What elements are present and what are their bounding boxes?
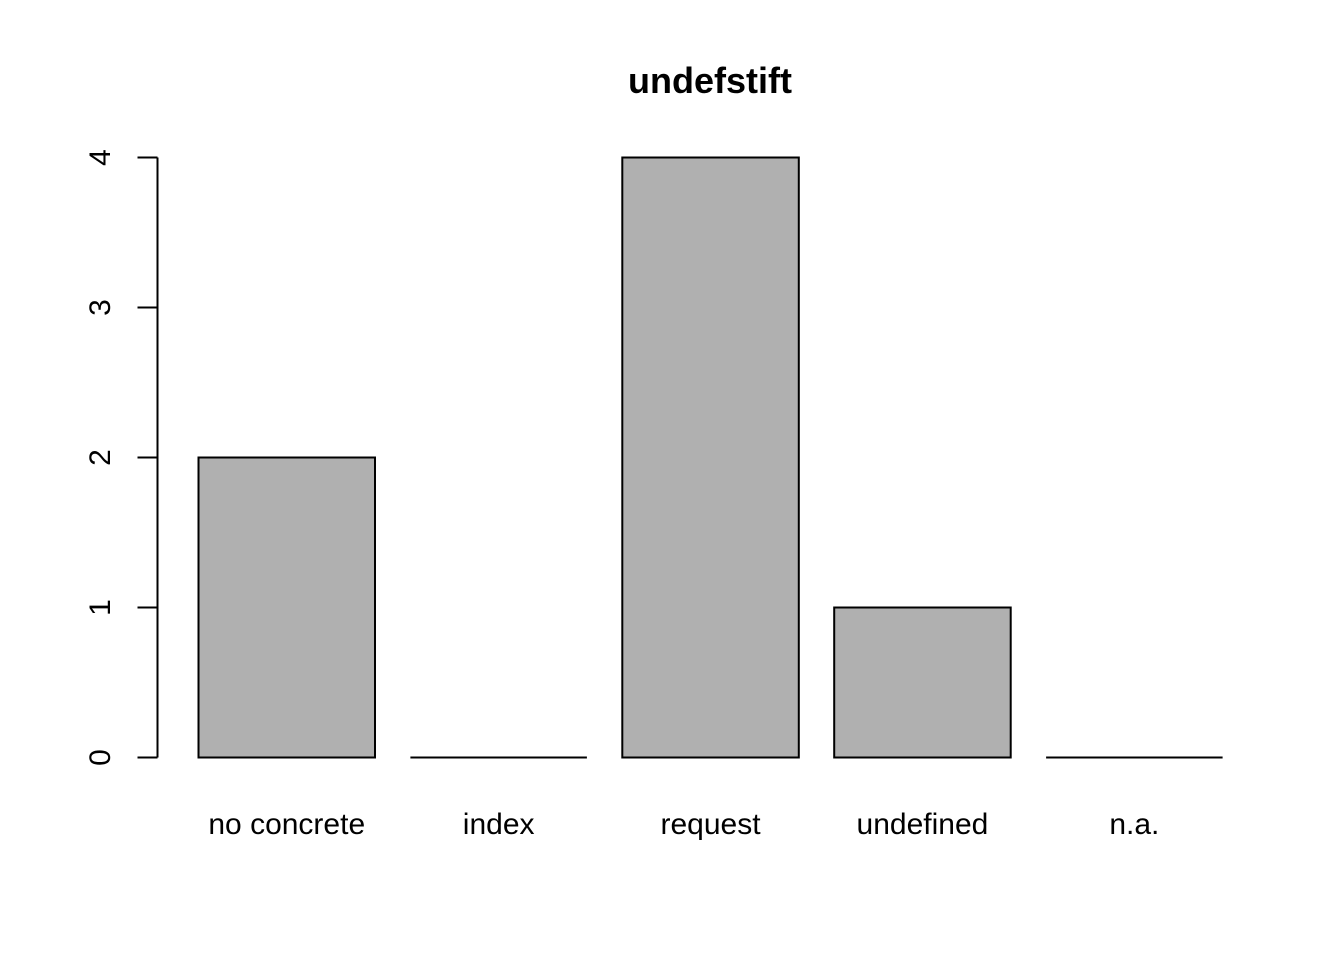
bar xyxy=(833,606,1012,759)
y-tick-label: 1 xyxy=(84,599,117,616)
x-tick-label: request xyxy=(661,808,762,841)
chart-title: undefstift xyxy=(628,60,792,101)
y-tick-label: 2 xyxy=(84,449,117,466)
y-tick-label: 4 xyxy=(84,149,117,166)
bars-group xyxy=(197,156,1223,759)
x-tick-label: undefined xyxy=(857,808,989,841)
y-tick-label: 0 xyxy=(84,749,117,766)
y-axis: 0 1 2 3 4 xyxy=(84,149,159,766)
x-tick-label: no concrete xyxy=(208,808,365,841)
y-tick-label: 3 xyxy=(84,299,117,316)
bar xyxy=(621,156,800,759)
bar xyxy=(197,456,376,759)
x-tick-label: index xyxy=(463,808,535,841)
x-tick-label: n.a. xyxy=(1109,808,1159,841)
x-axis-labels: no concrete index request undefined n.a. xyxy=(208,808,1159,841)
